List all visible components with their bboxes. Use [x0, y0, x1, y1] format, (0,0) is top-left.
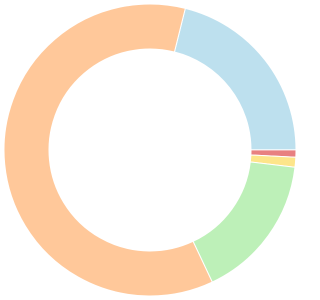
chart [3, 3, 297, 297]
donut-segment [192, 161, 296, 283]
page: {"chart_data": {"type": "doughnut", "val… [3, 3, 297, 297]
donut-segment [3, 3, 213, 297]
donut-segment [173, 7, 297, 151]
